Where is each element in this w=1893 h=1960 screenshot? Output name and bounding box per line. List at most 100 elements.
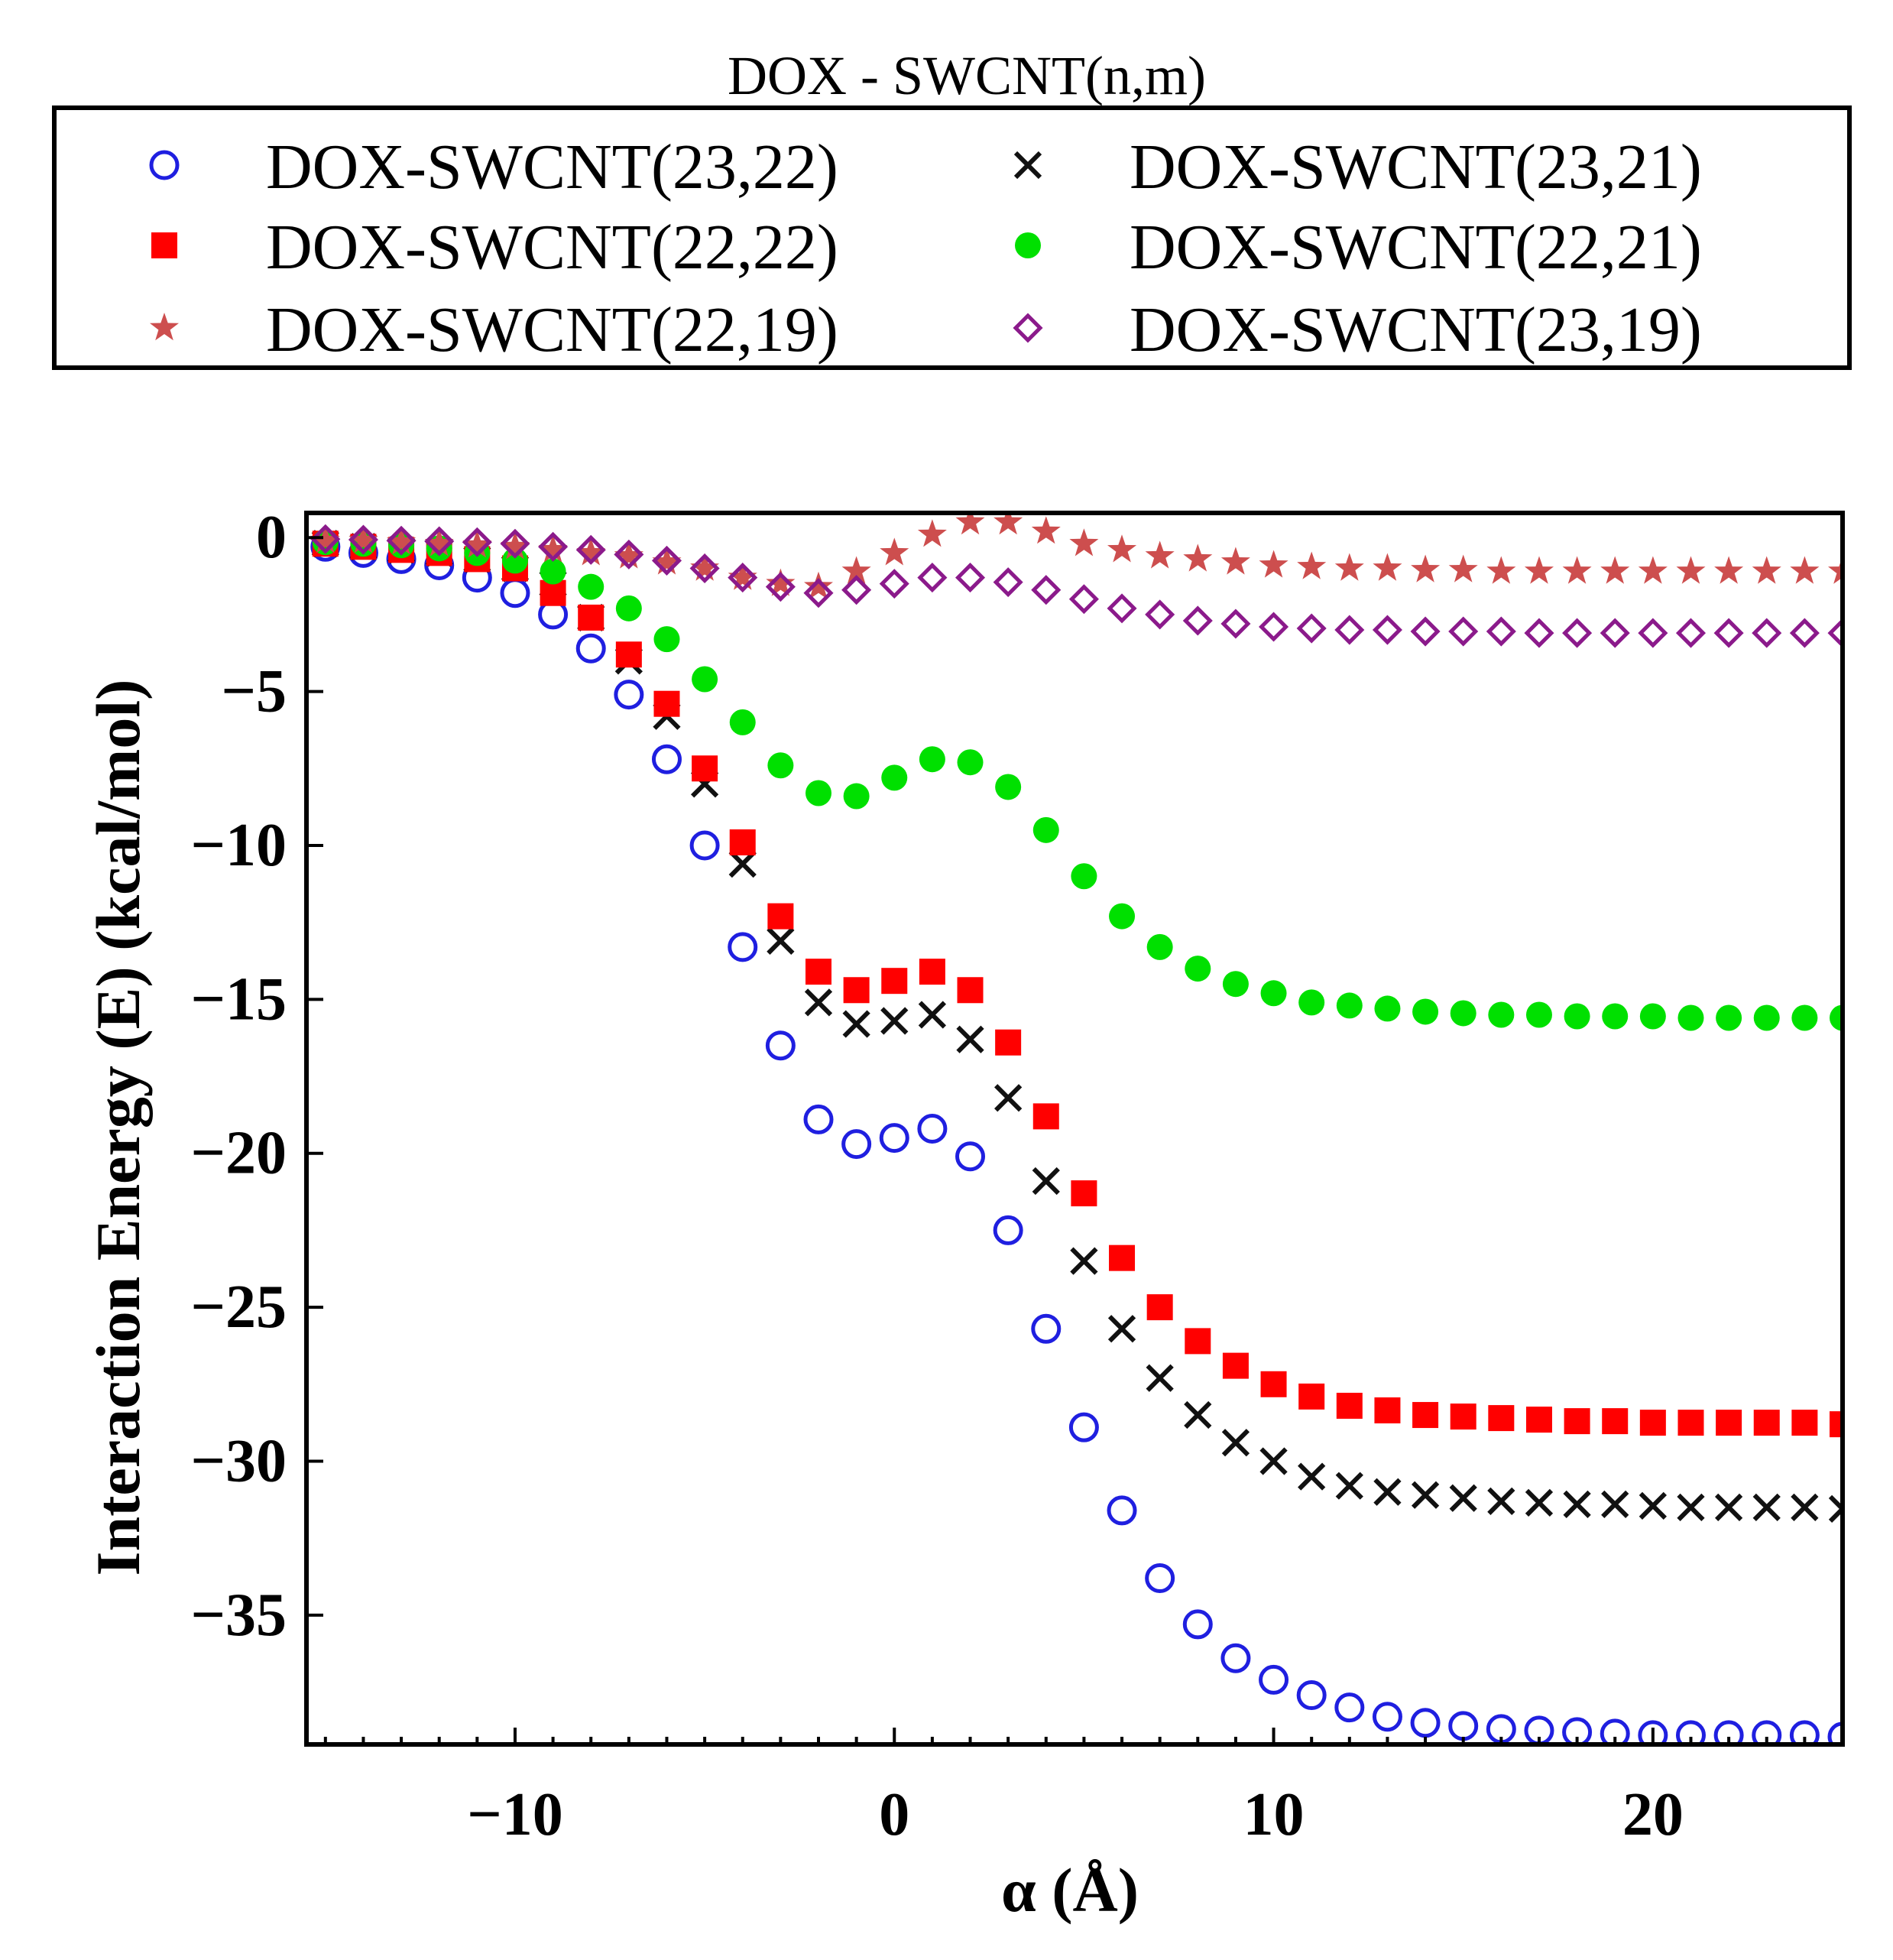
data-point	[765, 1030, 796, 1061]
legend-entry: DOX-SWCNT(22,22)	[151, 212, 838, 283]
data-point	[1222, 1352, 1249, 1379]
legend-label: DOX-SWCNT(23,19)	[1130, 294, 1702, 365]
data-point	[575, 534, 606, 565]
data-point	[1296, 613, 1327, 644]
data-point	[1601, 1490, 1629, 1518]
data-point	[1298, 1383, 1325, 1410]
data-point	[1789, 618, 1820, 648]
data-point	[1752, 556, 1781, 584]
data-point	[994, 513, 1023, 535]
data-point	[1412, 1402, 1439, 1429]
y-tick-label: −10	[190, 812, 287, 879]
legend-label: DOX-SWCNT(22,21)	[1130, 212, 1702, 283]
data-point	[803, 1104, 834, 1134]
data-point	[614, 539, 644, 570]
data-point	[881, 968, 908, 995]
data-point	[1677, 1004, 1704, 1031]
data-point	[1334, 615, 1365, 645]
data-point	[1675, 618, 1707, 648]
data-point	[1031, 575, 1062, 605]
data-point	[540, 558, 566, 585]
data-point	[1374, 1397, 1401, 1424]
data-point	[1525, 1407, 1552, 1433]
data-point	[1031, 516, 1061, 544]
data-point	[1146, 1294, 1173, 1321]
series-4	[310, 513, 1843, 599]
data-point	[1259, 1447, 1288, 1475]
data-point	[955, 1141, 986, 1172]
data-point	[538, 534, 568, 563]
data-point	[1602, 1003, 1629, 1030]
data-point	[1373, 553, 1402, 581]
data-point	[880, 1007, 909, 1035]
data-point	[578, 604, 605, 631]
data-point	[1107, 1315, 1136, 1343]
y-axis-label: Interaction Energy (E) (kcal/mol)	[83, 680, 153, 1576]
legend-label: DOX-SWCNT(22,22)	[266, 212, 838, 283]
y-tick-label: −25	[190, 1274, 287, 1341]
data-point	[500, 531, 530, 560]
data-point	[1639, 1003, 1666, 1030]
data-point	[841, 575, 872, 605]
data-point	[1068, 584, 1099, 615]
data-point	[767, 926, 795, 955]
data-point	[879, 569, 909, 599]
data-point	[1562, 618, 1593, 648]
data-point	[994, 1084, 1023, 1112]
data-point	[578, 573, 605, 600]
data-point	[1789, 1720, 1820, 1744]
data-point	[805, 780, 831, 806]
data-point	[1069, 528, 1099, 557]
data-point	[1487, 1487, 1515, 1515]
data-point	[424, 528, 454, 557]
legend: DOX-SWCNT(23,22) DOX-SWCNT(23,21) DOX-SWCN…	[149, 131, 1702, 365]
data-point	[386, 525, 417, 556]
data-point	[1411, 554, 1441, 582]
data-point	[1828, 556, 1843, 584]
data-point	[1109, 1244, 1136, 1271]
x-tick-label: 0	[879, 1781, 909, 1848]
data-point	[1753, 1410, 1780, 1436]
data-point	[1298, 1462, 1326, 1491]
data-point	[1372, 615, 1402, 645]
data-point	[1374, 995, 1401, 1022]
data-point	[1524, 556, 1554, 584]
data-point	[1109, 903, 1136, 930]
data-point	[614, 680, 644, 710]
data-point	[1638, 618, 1668, 648]
data-point	[1448, 554, 1478, 582]
data-point	[1410, 1708, 1441, 1738]
y-tick-label: −5	[221, 658, 287, 725]
data-point	[1791, 1410, 1818, 1436]
data-point	[1298, 989, 1325, 1016]
legend-label: DOX-SWCNT(23,22)	[266, 131, 838, 203]
data-point	[348, 524, 378, 555]
data-point	[1830, 1411, 1843, 1438]
data-point	[1639, 1491, 1667, 1520]
data-point	[1220, 608, 1251, 639]
data-point	[1525, 1488, 1554, 1517]
data-point	[424, 526, 455, 557]
legend-marker	[150, 313, 179, 341]
data-point	[1336, 992, 1363, 1019]
data-point	[993, 567, 1023, 598]
data-point	[917, 519, 947, 547]
data-point	[918, 1001, 947, 1029]
data-point	[1600, 1718, 1630, 1744]
legend-entry: DOX-SWCNT(22,21)	[1015, 212, 1702, 283]
data-point	[1602, 1408, 1629, 1435]
legend-marker	[1013, 313, 1043, 343]
data-markers	[310, 513, 1843, 1744]
data-point	[1260, 1371, 1287, 1397]
data-point	[1486, 556, 1516, 584]
data-point	[957, 749, 984, 776]
data-point	[1450, 1000, 1476, 1027]
data-point	[1032, 1103, 1059, 1130]
series-1	[311, 530, 1843, 1524]
legend-box	[52, 105, 1852, 370]
data-point	[841, 556, 871, 584]
data-point	[843, 977, 870, 1004]
data-point	[692, 755, 718, 782]
data-point	[692, 666, 718, 693]
data-point	[1791, 1004, 1818, 1031]
